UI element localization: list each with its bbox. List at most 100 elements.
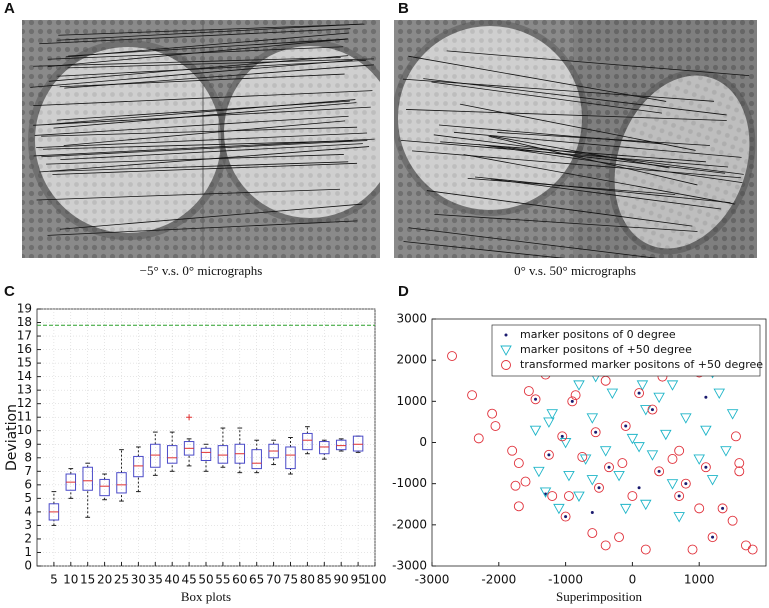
y-tick-label: 13 [17,383,32,397]
match-line [41,140,368,158]
marker-triangle [666,380,679,391]
y-tick-label: -2000 [392,517,427,531]
y-tick-label: 16 [17,342,32,356]
box [200,447,212,461]
match-line [47,220,358,236]
hole [224,46,380,218]
marker-triangle [553,503,565,515]
marker-triangle [726,409,739,420]
match-line [467,177,676,195]
marker-dot [597,486,601,490]
marker-circle [487,408,498,419]
marker-triangle [529,425,542,437]
y-tick-label: 2 [24,531,32,545]
match-line [408,227,658,258]
match-line [440,141,706,163]
match-line [488,145,726,174]
marker-circle [473,433,484,444]
match-line [490,178,722,210]
x-tick-label: -2000 [481,573,516,587]
legend-marker [500,345,512,356]
marker-circle [507,445,518,456]
marker-circle [654,466,665,477]
match-line [33,106,371,126]
x-tick-label: 20 [97,573,112,587]
x-tick-label: 15 [80,573,95,587]
marker-circle [680,478,691,489]
y-tick-label: 0 [419,435,427,449]
y-tick-label: 7 [24,464,32,478]
y-tick-label: 6 [24,477,32,491]
box [352,435,364,452]
y-tick-label: 4 [24,504,32,518]
match-line [36,188,341,201]
marker-triangle [706,475,719,486]
match-line [463,154,735,205]
y-tick-label: 15 [17,356,32,370]
marker-triangle [599,446,612,457]
legend-marker [501,360,511,370]
marker-dot [534,397,538,401]
box [335,439,347,451]
marker-dot [704,465,708,469]
y-tick-label: 0 [24,559,32,573]
match-line [446,50,750,77]
marker-circle [560,511,571,522]
marker-dot [657,469,661,473]
match-line [46,154,344,165]
marker-circle [530,394,541,405]
marker-dot [547,453,551,457]
box [116,472,127,494]
marker-circle [513,501,524,512]
y-tick-label: 19 [17,302,32,316]
marker-triangle [693,454,705,465]
legend-marker [504,333,508,337]
marker-circle [547,491,558,501]
x-axis-label: Box plots [181,589,231,604]
match-line [33,90,373,107]
marker-dot [677,494,681,498]
marker-circle [567,396,578,407]
y-axis-label: Deviation [4,404,20,471]
marker-triangle [573,380,585,391]
marker-dot [704,395,708,399]
marker-dot [711,535,715,539]
marker-circle [700,462,711,473]
match-line [58,23,365,36]
panel-label: A [4,0,15,17]
match-line [53,102,357,129]
x-tick-label: 10 [63,573,78,587]
y-tick-label: 2000 [396,353,427,367]
match-line [34,115,349,136]
x-tick-label: 40 [165,573,180,587]
marker-circle [490,421,501,431]
caption: −5° v.s. 0° micrographs [140,263,263,278]
y-tick-label: 14 [17,369,32,383]
marker-circle [594,482,604,493]
y-tick-label: -1000 [392,476,427,490]
marker-circle [734,458,745,469]
marker-triangle [720,446,732,457]
marker-triangle [633,442,645,453]
marker-circle [727,515,738,526]
y-tick-label: 5 [24,491,32,505]
marker-triangle [563,470,575,482]
box [82,466,93,491]
match-line [42,140,353,150]
match-line [478,144,743,184]
marker-dot [590,510,594,514]
box [99,478,110,497]
marker-triangle [680,413,692,424]
marker-triangle [646,450,659,461]
marker-dot [594,430,598,434]
marker-circle [717,503,728,514]
match-line [453,131,742,158]
marker-triangle [559,438,572,449]
match-line [475,176,731,204]
marker-circle [674,491,685,501]
match-line [433,134,744,175]
marker-triangle [653,392,665,404]
x-tick-label: 30 [131,573,146,587]
match-line [49,161,349,172]
marker-dot [684,482,688,486]
